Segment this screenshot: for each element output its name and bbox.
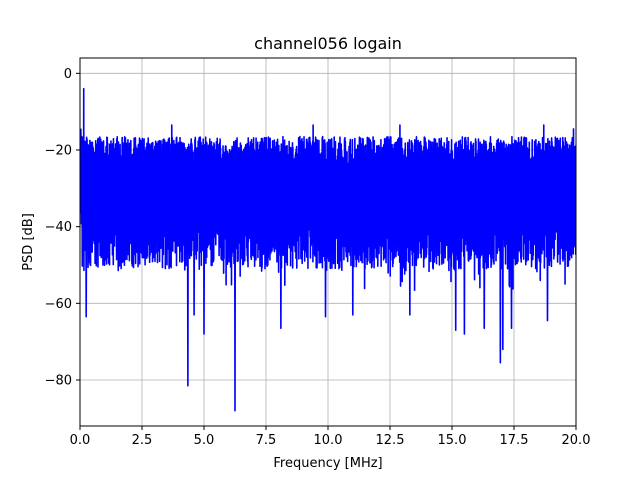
y-tick-label: −60 <box>45 297 72 312</box>
x-axis-ticks: 0.0 2.5 5.0 7.5 10.0 12.5 15.0 17.5 20.0 <box>70 426 591 448</box>
y-tick-label: −80 <box>45 374 72 389</box>
x-tick-label: 17.5 <box>500 433 529 448</box>
x-tick-label: 7.5 <box>256 433 277 448</box>
psd-series-line <box>80 87 576 412</box>
x-tick-label: 0.0 <box>70 433 91 448</box>
plot-area <box>80 87 576 412</box>
x-tick-label: 2.5 <box>132 433 153 448</box>
x-tick-label: 20.0 <box>562 433 591 448</box>
x-tick-label: 5.0 <box>194 433 215 448</box>
y-tick-label: 0 <box>64 67 72 82</box>
chart-title: channel056 logain <box>254 34 402 53</box>
y-axis-ticks: 0 −20 −40 −60 −80 <box>45 67 80 389</box>
y-axis-label: PSD [dB] <box>21 213 36 271</box>
x-tick-label: 10.0 <box>314 433 343 448</box>
y-tick-label: −40 <box>45 220 72 235</box>
x-tick-label: 15.0 <box>438 433 467 448</box>
x-tick-label: 12.5 <box>376 433 405 448</box>
y-tick-label: −20 <box>45 144 72 159</box>
x-axis-label: Frequency [MHz] <box>273 456 382 471</box>
